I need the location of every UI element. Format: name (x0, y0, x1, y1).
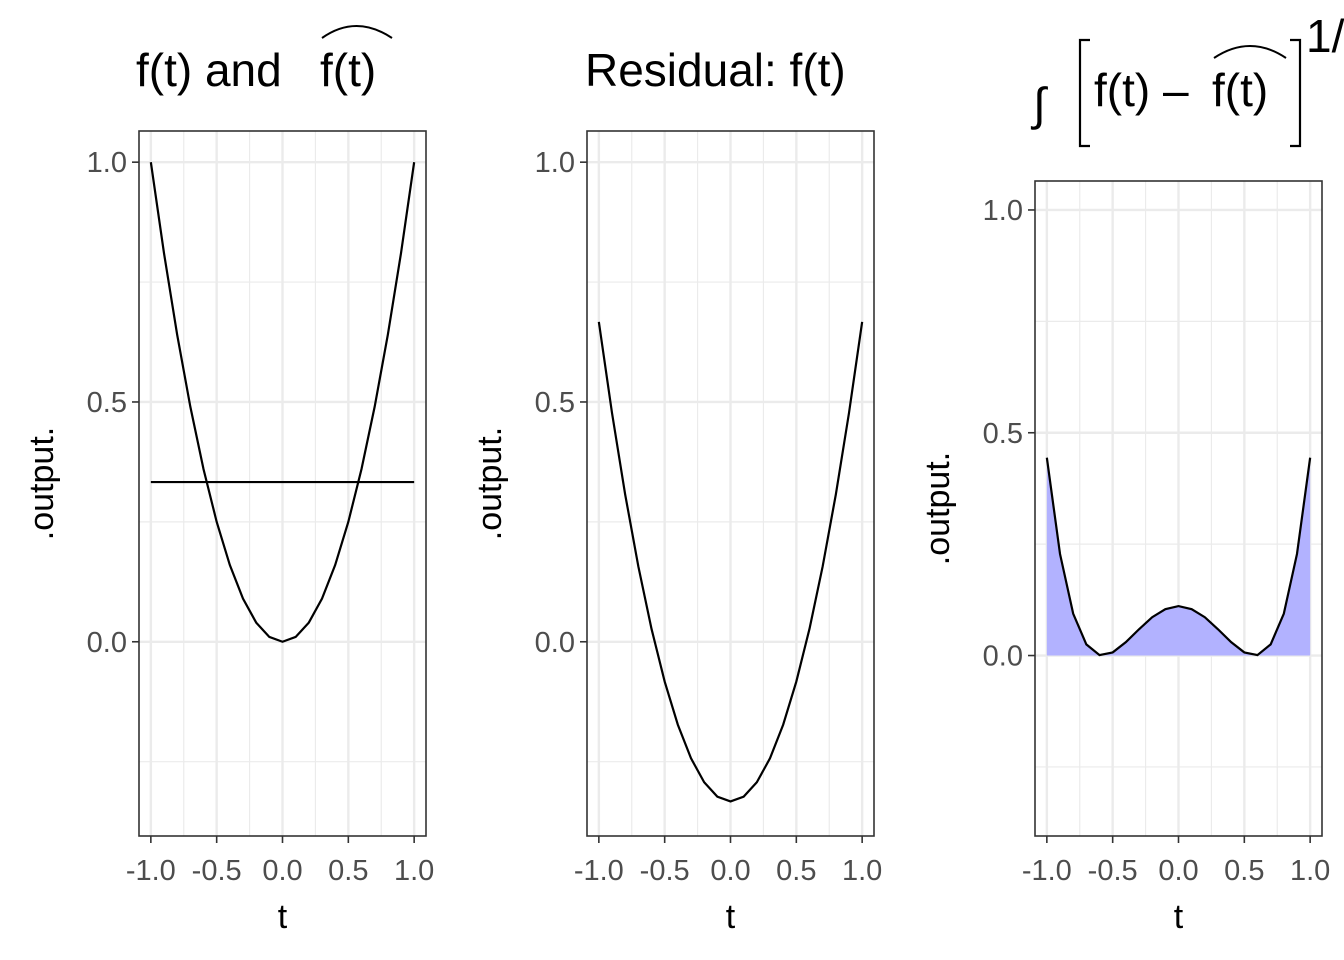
x-tick-label: 0.0 (1158, 855, 1198, 887)
x-tick-label: -0.5 (192, 855, 242, 887)
x-tick-label: -0.5 (1088, 855, 1138, 887)
x-tick-label: -1.0 (1022, 855, 1072, 887)
x-tick-label: 0.5 (776, 855, 816, 887)
y-tick-label: 1.0 (983, 195, 1023, 227)
title-left: f(t) – (1094, 64, 1189, 116)
title-hat-term: f(t) (1212, 64, 1268, 116)
y-tick-label: 0.0 (983, 641, 1023, 673)
integral-sign: ∫ (1030, 78, 1048, 130)
y-axis-label: .output. (23, 427, 61, 540)
hat-accent (321, 25, 393, 39)
y-tick-label: 0.0 (87, 627, 127, 659)
grid (587, 131, 874, 836)
x-axis-label: t (278, 898, 288, 936)
x-tick-label: 0.0 (710, 855, 750, 887)
x-tick-label: 1.0 (842, 855, 882, 887)
x-axis-label: t (726, 898, 736, 936)
title-text: Residual: f(t) (585, 44, 846, 96)
series-line-1 (1045, 457, 1312, 657)
panel-title: Residual: f(t) (585, 44, 846, 96)
y-axis-label: .output. (919, 452, 957, 565)
panel-1: -1.0 -0.5 0.0 0.5 1.0 0.0 0.5 1.0 t .output. f(t) … (23, 25, 434, 936)
panel-title: f(t) and f(t) (136, 25, 393, 96)
title-hat-term: f(t) (320, 44, 376, 96)
grid (1035, 181, 1322, 836)
y-tick-label: 0.5 (983, 418, 1023, 450)
grid (139, 131, 426, 836)
y-tick-label: 0.5 (535, 387, 575, 419)
x-tick-label: 0.5 (1224, 855, 1264, 887)
x-tick-label: 0.0 (262, 855, 302, 887)
x-tick-label: 0.5 (328, 855, 368, 887)
x-tick-label: -0.5 (640, 855, 690, 887)
y-axis-label: .output. (471, 427, 509, 540)
y-tick-label: 0.5 (87, 387, 127, 419)
title-left: f(t) and (136, 44, 282, 96)
y-tick-label: 1.0 (87, 147, 127, 179)
x-tick-label: -1.0 (574, 855, 624, 887)
panel-2: -1.0 -0.5 0.0 0.5 1.0 0.0 0.5 1.0 t .output. Resid… (471, 44, 882, 936)
y-tick-label: 0.0 (535, 627, 575, 659)
panel-3: -1.0 -0.5 0.0 0.5 1.0 0.0 0.5 1.0 t .output. ∫ f(t)… (919, 10, 1344, 936)
x-tick-label: 1.0 (394, 855, 434, 887)
x-tick-label: 1.0 (1290, 855, 1330, 887)
panel-title: ∫ f(t) – f(t) 1/ (1030, 10, 1344, 148)
series-line-1 (597, 321, 864, 803)
area-fill (1046, 457, 1311, 656)
y-tick-label: 1.0 (535, 147, 575, 179)
x-tick-label: -1.0 (126, 855, 176, 887)
hat-accent (1213, 45, 1287, 59)
series-line-1 (149, 162, 416, 643)
title-exponent: 1/ (1306, 10, 1344, 62)
left-bracket (1078, 38, 1090, 148)
right-bracket (1290, 38, 1302, 148)
x-axis-label: t (1174, 898, 1184, 936)
